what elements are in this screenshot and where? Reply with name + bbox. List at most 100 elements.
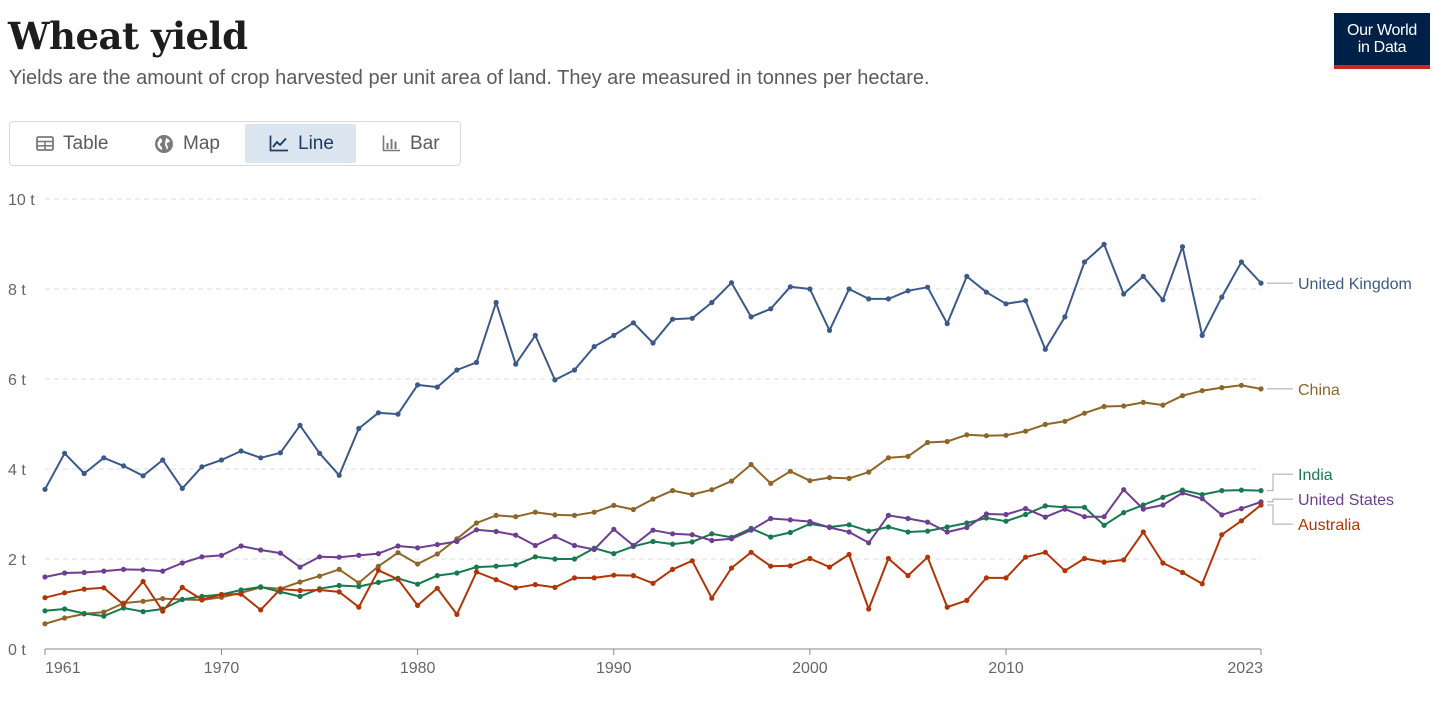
data-point[interactable] [395,543,401,549]
data-point[interactable] [787,517,793,523]
data-point[interactable] [748,549,754,555]
data-point[interactable] [297,422,303,428]
data-point[interactable] [1062,314,1068,320]
data-point[interactable] [1003,432,1009,438]
data-point[interactable] [905,515,911,522]
data-point[interactable] [179,584,185,591]
data-point[interactable] [493,299,499,306]
data-point[interactable] [1219,488,1225,494]
owid-logo[interactable]: Our World in Data [1334,13,1430,69]
data-point[interactable] [336,589,342,595]
data-point[interactable] [885,455,892,461]
data-point[interactable] [670,541,676,547]
data-point[interactable] [238,587,244,593]
data-point[interactable] [62,450,68,456]
data-point[interactable] [1199,492,1205,498]
data-point[interactable] [1042,421,1048,427]
data-point[interactable] [297,579,303,585]
data-point[interactable] [395,576,401,582]
data-point[interactable] [42,486,48,492]
series-line[interactable] [44,488,1262,578]
data-point[interactable] [454,611,460,618]
data-point[interactable] [905,573,911,579]
data-point[interactable] [964,520,970,526]
legend-label-india[interactable]: India [1298,467,1333,484]
data-point[interactable] [434,551,440,557]
data-point[interactable] [670,566,676,573]
data-point[interactable] [728,536,735,542]
data-point[interactable] [591,546,597,553]
data-point[interactable] [709,531,715,537]
data-point[interactable] [258,455,264,461]
data-point[interactable] [552,377,558,383]
data-point[interactable] [905,453,911,459]
data-point[interactable] [1160,560,1166,566]
data-point[interactable] [1140,506,1146,512]
data-point[interactable] [336,554,342,560]
data-point[interactable] [179,560,185,566]
data-point[interactable] [630,320,637,326]
data-point[interactable] [434,573,440,579]
data-point[interactable] [1062,418,1068,424]
data-point[interactable] [1023,506,1029,512]
data-point[interactable] [81,569,87,576]
data-point[interactable] [709,537,715,544]
data-point[interactable] [415,382,421,388]
data-point[interactable] [1140,399,1146,405]
data-point[interactable] [807,519,813,525]
data-point[interactable] [846,475,852,481]
data-point[interactable] [532,542,538,549]
data-point[interactable] [944,529,950,535]
data-point[interactable] [571,512,578,519]
data-point[interactable] [689,558,695,564]
data-point[interactable] [81,470,87,477]
data-point[interactable] [1179,490,1186,496]
data-point[interactable] [1238,487,1244,493]
data-point[interactable] [101,609,107,615]
data-point[interactable] [179,485,185,491]
data-point[interactable] [473,564,480,570]
data-point[interactable] [925,554,931,560]
data-point[interactable] [807,478,813,484]
data-point[interactable] [866,606,872,612]
data-point[interactable] [160,568,166,574]
data-point[interactable] [434,542,440,548]
data-point[interactable] [258,607,264,613]
data-point[interactable] [81,610,87,617]
data-point[interactable] [160,457,166,463]
data-point[interactable] [415,581,421,587]
data-point[interactable] [1081,410,1088,416]
data-point[interactable] [748,314,754,320]
data-point[interactable] [670,316,676,322]
data-point[interactable] [826,564,833,570]
data-point[interactable] [650,538,656,545]
data-point[interactable] [728,565,735,571]
data-point[interactable] [768,306,774,312]
data-point[interactable] [552,533,558,540]
data-point[interactable] [1219,512,1225,518]
data-point[interactable] [513,532,519,538]
data-point[interactable] [1023,428,1029,434]
data-point[interactable] [1101,559,1107,565]
data-point[interactable] [356,425,362,432]
data-point[interactable] [650,496,656,502]
data-point[interactable] [1160,402,1166,408]
data-point[interactable] [571,542,578,549]
data-point[interactable] [925,519,931,525]
data-point[interactable] [1258,280,1264,286]
data-point[interactable] [983,575,990,581]
data-point[interactable] [611,332,617,338]
data-point[interactable] [454,367,460,373]
data-point[interactable] [199,596,205,603]
data-point[interactable] [415,602,421,609]
data-point[interactable] [728,478,735,484]
data-point[interactable] [964,432,970,438]
series-line[interactable] [44,243,1262,490]
data-point[interactable] [317,450,323,456]
data-point[interactable] [944,321,950,327]
data-point[interactable] [689,539,695,545]
data-point[interactable] [983,511,990,517]
data-point[interactable] [42,608,48,614]
data-point[interactable] [62,606,68,612]
data-point[interactable] [120,566,127,573]
